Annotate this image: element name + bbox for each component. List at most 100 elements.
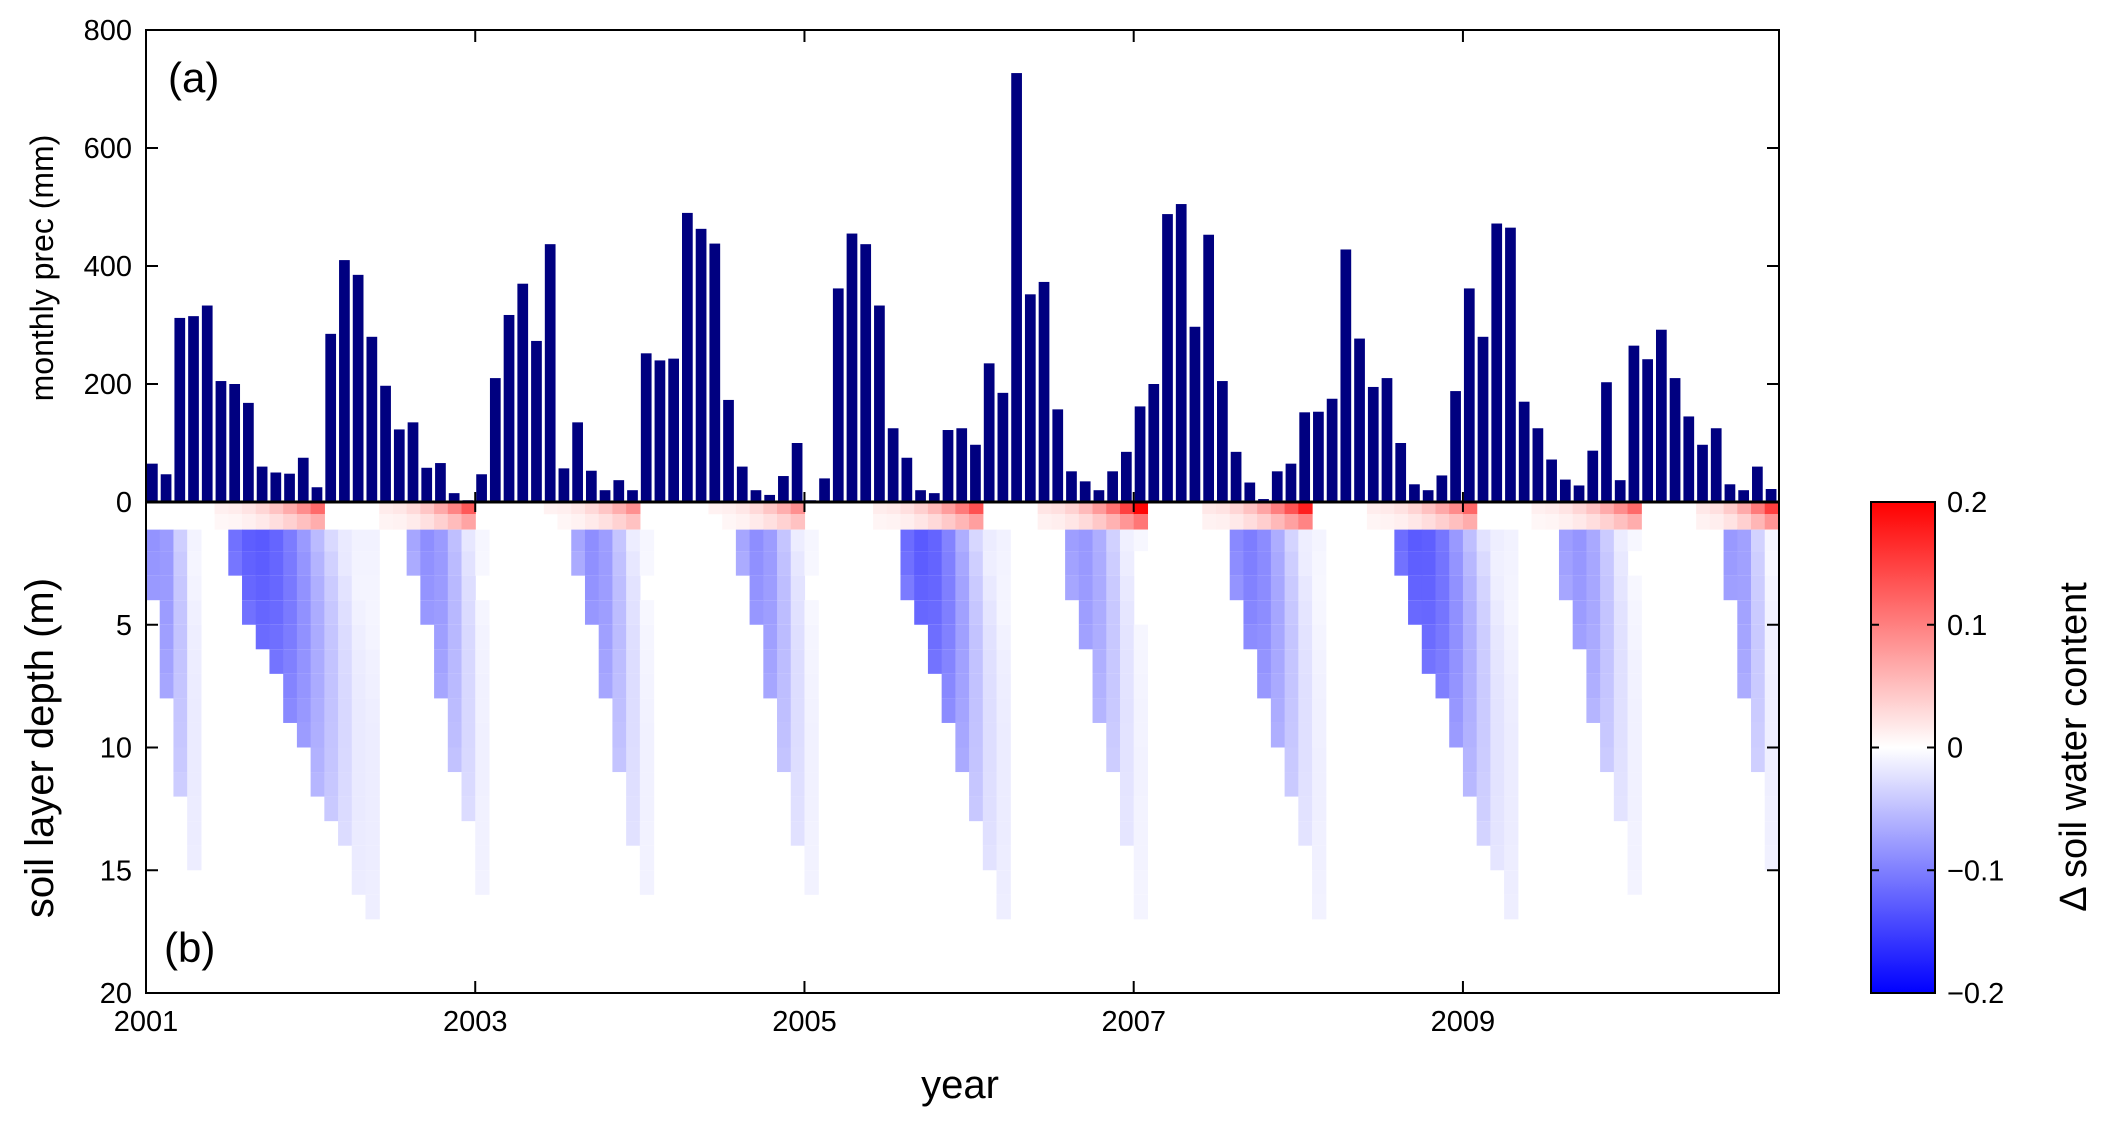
precip-bar bbox=[1354, 338, 1365, 502]
heatmap-cell bbox=[1751, 698, 1766, 723]
heatmap-cell bbox=[310, 698, 325, 723]
heatmap-cell bbox=[338, 821, 353, 846]
precip-bar bbox=[1162, 214, 1173, 502]
heatmap-cell bbox=[461, 772, 476, 797]
heatmap-cell bbox=[996, 894, 1011, 920]
heatmap-cell bbox=[914, 529, 929, 552]
heatmap-cell bbox=[996, 698, 1011, 723]
heatmap-cell bbox=[1476, 796, 1491, 822]
precip-bar bbox=[1395, 443, 1407, 502]
heatmap-cell bbox=[187, 821, 202, 846]
heatmap-cell bbox=[790, 747, 806, 773]
x-axis-label: year bbox=[921, 1063, 999, 1107]
heatmap-cell bbox=[1449, 600, 1464, 625]
heatmap-cell bbox=[982, 722, 998, 748]
heatmap-cell bbox=[722, 514, 737, 530]
heatmap-cell bbox=[1449, 649, 1464, 674]
heatmap-cell bbox=[173, 551, 188, 576]
heatmap-cell bbox=[1504, 870, 1519, 895]
heatmap-cell bbox=[1065, 502, 1080, 515]
heatmap-cell bbox=[763, 551, 778, 576]
heatmap-cell bbox=[1312, 551, 1327, 576]
heatmap-cell bbox=[1119, 502, 1135, 515]
heatmap-cell bbox=[1312, 673, 1327, 699]
heatmap-cell bbox=[1270, 698, 1286, 723]
heatmap-cell bbox=[996, 845, 1011, 871]
heatmap-cell bbox=[351, 796, 367, 822]
heatmap-cell bbox=[351, 772, 367, 797]
heatmap-cell bbox=[612, 514, 627, 530]
heatmap-cell bbox=[1106, 649, 1121, 674]
precip-bar bbox=[1271, 471, 1283, 502]
heatmap-cell bbox=[365, 551, 380, 576]
heatmap-cell bbox=[1476, 649, 1491, 674]
precip-bar bbox=[1299, 412, 1311, 502]
heatmap-cell bbox=[982, 821, 998, 846]
heatmap-cell bbox=[749, 502, 764, 515]
precip-bar bbox=[1546, 459, 1557, 502]
precip-bar bbox=[1477, 336, 1489, 502]
heatmap-cell bbox=[187, 529, 202, 552]
heatmap-cell bbox=[310, 649, 325, 674]
precip-bar bbox=[1505, 227, 1516, 502]
heatmap-cell bbox=[1119, 529, 1135, 552]
heatmap-cell bbox=[1119, 551, 1135, 576]
heatmap-cell bbox=[639, 698, 655, 723]
heatmap-cell bbox=[969, 796, 984, 822]
heatmap-cell bbox=[1133, 624, 1149, 650]
heatmap-cell bbox=[557, 514, 572, 530]
heatmap-cell bbox=[996, 624, 1011, 650]
heatmap-cell bbox=[173, 722, 188, 748]
heatmap-cell bbox=[173, 649, 188, 674]
heatmap-cell bbox=[379, 502, 394, 515]
heatmap-cell bbox=[969, 502, 984, 515]
heatmap-cell bbox=[1764, 551, 1780, 576]
heatmap-cell bbox=[914, 514, 929, 530]
heatmap-cell bbox=[1627, 502, 1642, 515]
heatmap-cell bbox=[1613, 529, 1629, 552]
heatmap-cell bbox=[434, 551, 449, 576]
heatmap-cell bbox=[338, 747, 353, 773]
heatmap-cell bbox=[790, 649, 806, 674]
heatmap-cell bbox=[639, 551, 655, 576]
heatmap-cell bbox=[1133, 722, 1149, 748]
heatmap-cell bbox=[1119, 821, 1135, 846]
heatmap-cell bbox=[1394, 529, 1409, 552]
heatmap-cell bbox=[1133, 821, 1149, 846]
heatmap-cell bbox=[1229, 575, 1245, 601]
heatmap-cell bbox=[969, 673, 984, 699]
heatmap-cell bbox=[626, 514, 641, 530]
heatmap-cell bbox=[475, 772, 490, 797]
heatmap-cell bbox=[777, 551, 792, 576]
heatmap-cell bbox=[1078, 514, 1094, 530]
heatmap-cell bbox=[1133, 673, 1149, 699]
heatmap-cell bbox=[365, 821, 380, 846]
heatmap-cell bbox=[777, 698, 792, 723]
heatmap-cell bbox=[283, 649, 298, 674]
heatmap-cell bbox=[1449, 529, 1464, 552]
heatmap-cell bbox=[598, 529, 614, 552]
heatmap-cell bbox=[255, 514, 271, 530]
heatmap-cell bbox=[1462, 551, 1478, 576]
precip-bar bbox=[215, 381, 227, 502]
heatmap-cell bbox=[804, 624, 819, 650]
heatmap-cell bbox=[1298, 698, 1313, 723]
heatmap-cell bbox=[1298, 772, 1313, 797]
precip-bar bbox=[585, 470, 597, 502]
precip-bar bbox=[1079, 481, 1091, 502]
heatmap-cell bbox=[927, 551, 943, 576]
precip-bar bbox=[970, 444, 981, 502]
heatmap-cell bbox=[310, 747, 325, 773]
heatmap-cell bbox=[1586, 502, 1601, 515]
heatmap-cell bbox=[1312, 747, 1327, 773]
heatmap-cell bbox=[1312, 772, 1327, 797]
heatmap-cell bbox=[269, 529, 284, 552]
heatmap-cell bbox=[639, 796, 655, 822]
heatmap-cell bbox=[790, 514, 806, 530]
heatmap-cell bbox=[1476, 821, 1491, 846]
precip-bar bbox=[983, 363, 995, 502]
heatmap-cell bbox=[1764, 600, 1780, 625]
heatmap-cell bbox=[708, 502, 723, 515]
heatmap-cell bbox=[1449, 698, 1464, 723]
